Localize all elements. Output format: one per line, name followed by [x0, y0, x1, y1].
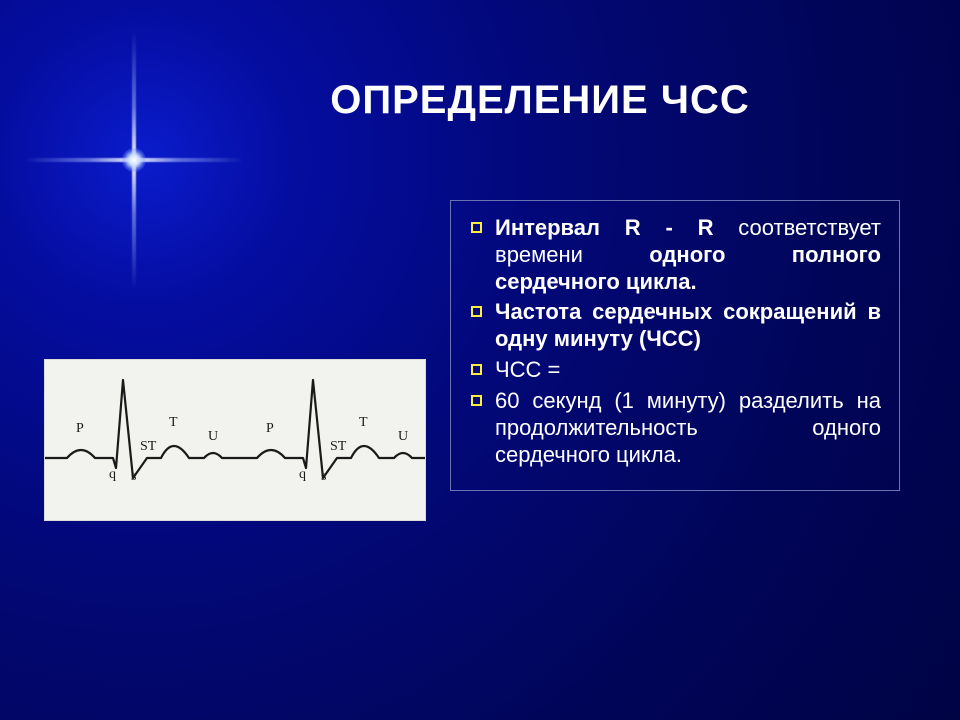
text-run: ЧСС = [495, 357, 560, 382]
bullet-item: Интервал R - R соответствует времени одн… [469, 215, 881, 295]
bullet-item: ЧСС = [469, 357, 881, 384]
ecg-label: q [109, 467, 116, 482]
slide: ОПРЕДЕЛЕНИЕ ЧСС PSTTUqsPSTTUqs Интервал … [0, 0, 960, 720]
left-column: PSTTUqsPSTTUqs [0, 200, 450, 680]
ecg-label: ST [140, 439, 157, 454]
ecg-diagram: PSTTUqsPSTTUqs [44, 359, 426, 521]
text-run: Интервал R - R [495, 215, 738, 240]
ecg-label: ST [330, 439, 347, 454]
ecg-label: P [76, 421, 84, 436]
ecg-label: P [266, 421, 274, 436]
bullet-list: Интервал R - R соответствует времени одн… [469, 215, 881, 468]
ecg-label: U [398, 429, 408, 444]
ecg-label: T [169, 415, 178, 430]
text-panel: Интервал R - R соответствует времени одн… [450, 200, 900, 491]
bullet-item: 60 секунд (1 минуту) разделить на продол… [469, 388, 881, 468]
bullet-item: Частота сердечных сокращений в одну мину… [469, 299, 881, 353]
ecg-trace [45, 380, 425, 478]
ecg-label: s [321, 469, 326, 484]
right-column: Интервал R - R соответствует времени одн… [450, 200, 960, 680]
ecg-label: q [299, 467, 306, 482]
slide-title: ОПРЕДЕЛЕНИЕ ЧСС [200, 78, 880, 123]
ecg-label: s [131, 469, 136, 484]
text-run: Частота сердечных сокращений в одну мину… [495, 299, 881, 351]
ecg-label: U [208, 429, 218, 444]
text-run: 60 секунд (1 минуту) разделить на продол… [495, 388, 881, 467]
content-area: PSTTUqsPSTTUqs Интервал R - R соответств… [0, 200, 960, 680]
ecg-label: T [359, 415, 368, 430]
